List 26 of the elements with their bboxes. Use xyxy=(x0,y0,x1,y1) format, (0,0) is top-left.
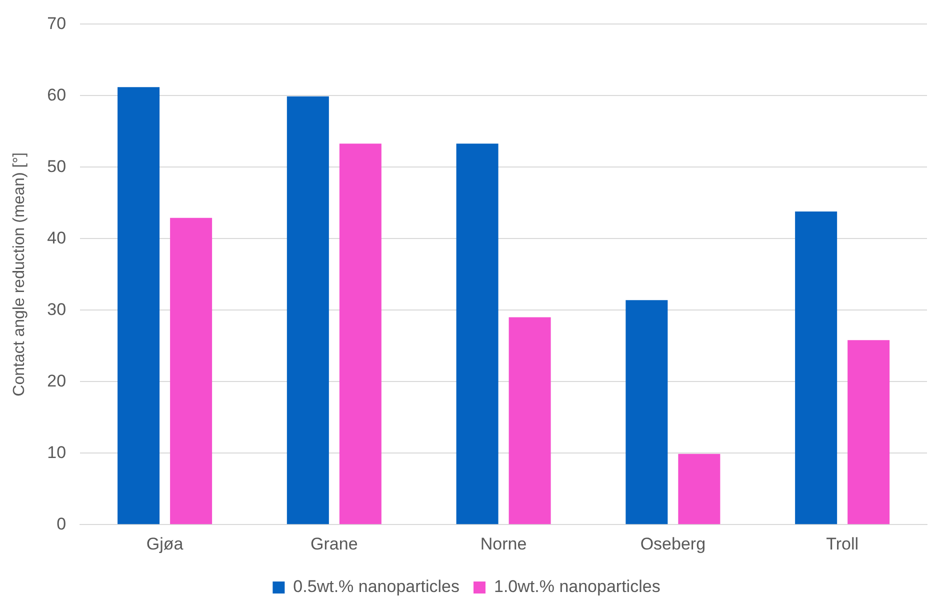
x-tick-label: Norne xyxy=(480,534,527,554)
legend-label: 0.5wt.% nanoparticles xyxy=(293,577,460,596)
x-tick-label: Grane xyxy=(310,534,358,554)
y-tick-label: 10 xyxy=(47,442,66,462)
bar xyxy=(456,144,498,524)
y-tick-label: 70 xyxy=(47,14,66,33)
y-tick-label: 60 xyxy=(47,85,66,104)
y-tick-label: 20 xyxy=(47,371,66,390)
bar xyxy=(170,218,212,524)
bar xyxy=(678,454,720,524)
bar xyxy=(118,87,160,524)
y-axis-title: Contact angle reduction (mean) [°] xyxy=(11,152,28,396)
y-tick-label: 40 xyxy=(47,228,66,248)
y-tick-label: 50 xyxy=(47,156,66,176)
y-tick-label: 30 xyxy=(47,300,66,319)
bar xyxy=(848,340,890,524)
bar xyxy=(626,300,668,524)
y-tick-label: 0 xyxy=(56,514,66,534)
x-tick-label: Gjøa xyxy=(146,534,184,554)
legend-label: 1.0wt.% nanoparticles xyxy=(494,577,660,596)
x-tick-label: Troll xyxy=(826,534,859,554)
bar xyxy=(286,96,329,524)
x-tick-label: Oseberg xyxy=(640,534,706,554)
bar xyxy=(508,317,551,524)
bar xyxy=(795,211,838,524)
bar xyxy=(339,144,382,524)
